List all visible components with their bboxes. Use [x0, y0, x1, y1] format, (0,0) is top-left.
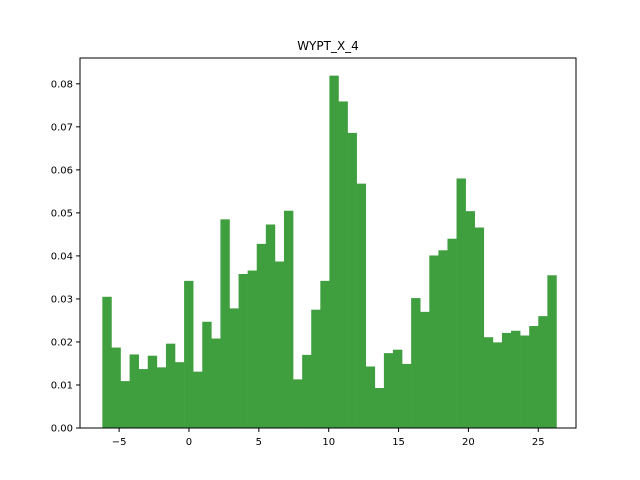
histogram-bar	[229, 308, 239, 428]
histogram-bar	[474, 227, 485, 428]
histogram-bar	[529, 326, 539, 428]
histogram-bar	[383, 353, 394, 428]
y-tick-label: 0.02	[51, 337, 73, 348]
histogram-bar	[365, 366, 376, 428]
plot-frame	[79, 57, 577, 429]
y-tick-label: 0.05	[51, 208, 73, 219]
x-tick-label: 20	[462, 437, 475, 448]
histogram-bar	[483, 337, 494, 428]
histogram-bar	[211, 338, 221, 428]
histogram-bar	[202, 321, 212, 428]
y-tick-label: 0.08	[51, 79, 73, 90]
histogram-bar	[175, 362, 185, 428]
histogram-bar	[302, 354, 312, 428]
histogram-bar	[429, 255, 439, 428]
x-tick-label: 15	[392, 437, 405, 448]
y-tick-label: 0.04	[51, 251, 73, 262]
histogram-bar	[456, 178, 466, 428]
histogram-bar	[447, 238, 457, 428]
x-tick-label: 25	[532, 437, 545, 448]
histogram-bar	[547, 275, 557, 428]
histogram-bar	[156, 367, 167, 428]
y-tick-label: 0.01	[51, 380, 73, 391]
y-tick-label: 0.07	[51, 122, 73, 133]
histogram-bar	[311, 309, 321, 428]
x-tick-label: 5	[256, 437, 262, 448]
x-tick-label: −5	[112, 437, 127, 448]
x-axis: −5 0 5 10 15 20 25	[112, 428, 545, 448]
histogram-bar	[392, 349, 403, 428]
histogram-bar	[102, 296, 112, 428]
histogram-bar	[329, 75, 339, 428]
histogram-bar	[220, 219, 230, 428]
y-tick-label: 0.00	[51, 424, 73, 435]
histogram-bar	[111, 347, 121, 428]
histogram-bar	[420, 311, 430, 428]
histogram-bar	[411, 298, 421, 428]
histogram-bar	[256, 243, 267, 428]
y-tick-label: 0.03	[51, 294, 73, 305]
histogram-bar	[374, 387, 385, 428]
histogram-bar	[356, 183, 367, 428]
y-tick-label: 0.06	[51, 165, 73, 176]
chart-title: WYPT_X_4	[297, 39, 359, 53]
histogram-bar	[438, 250, 448, 428]
y-axis: 0.00 0.01 0.02 0.03 0.04 0.05 0.06 0.07 0.08	[51, 79, 80, 435]
histogram-bar	[129, 354, 139, 428]
histogram-bar	[492, 342, 503, 428]
histogram-bar	[138, 369, 149, 428]
histogram-bar	[247, 270, 258, 428]
histogram-bar	[265, 224, 276, 428]
histogram-bar	[293, 379, 303, 428]
histogram-bar	[165, 343, 176, 428]
histogram-bar	[402, 363, 412, 428]
x-tick-label: 10	[322, 437, 335, 448]
histogram-bar	[465, 211, 475, 428]
x-tick-label: 0	[186, 437, 192, 448]
histogram-bar	[274, 261, 285, 428]
histogram-bar	[120, 381, 130, 428]
histogram-bar	[184, 280, 194, 428]
bars-group	[102, 75, 557, 429]
histogram-bar	[538, 316, 548, 428]
histogram-bar	[147, 355, 158, 428]
histogram-bar	[511, 330, 521, 428]
histogram-bar	[283, 210, 294, 428]
histogram-bar	[501, 332, 512, 428]
histogram-bar	[347, 132, 357, 429]
histogram-bar	[338, 101, 348, 428]
histogram-bar	[193, 371, 203, 428]
histogram-bar	[520, 335, 530, 428]
histogram-bar	[238, 273, 248, 428]
histogram-bar	[320, 280, 330, 428]
